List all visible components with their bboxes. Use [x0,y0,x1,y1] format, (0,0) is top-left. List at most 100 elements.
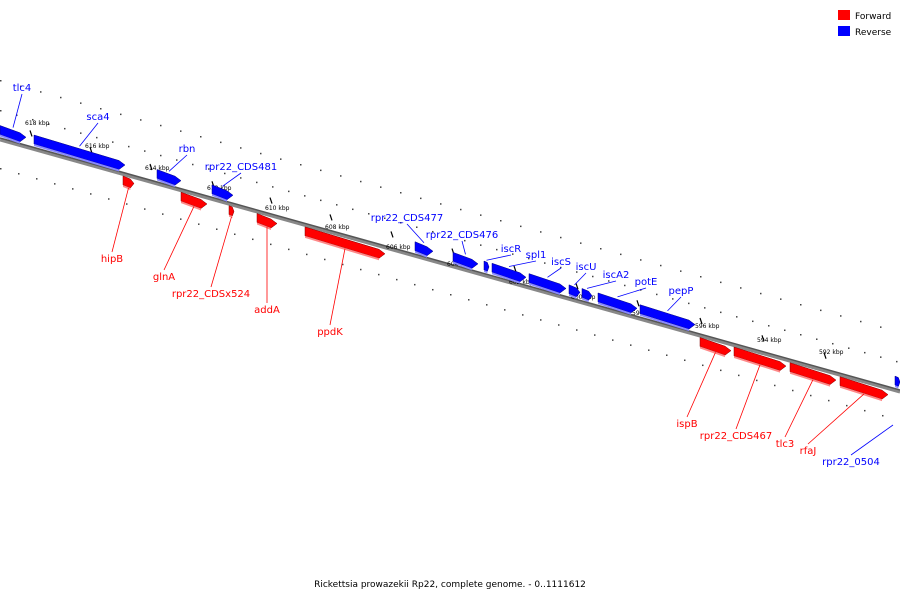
grid-dot [300,164,302,166]
grid-dot [500,220,502,222]
gene-ppdk-shade [305,235,379,261]
scale-tick [575,283,579,290]
grid-dot [416,226,418,228]
grid-dot [608,280,610,282]
grid-dot [576,329,578,331]
gene-ppdk-label: ppdK [317,327,343,338]
grid-dot [120,113,122,116]
grid-dot [18,173,20,175]
gene-iscu-label: iscU [576,262,597,273]
scale-tick [149,163,153,171]
grid-dot [270,243,272,246]
gene-rpr22-cds467-label: rpr22_CDS467 [700,431,772,442]
scale-tick [699,317,703,325]
gene-rpr22-cds467 [733,346,787,371]
grid-dot [64,127,66,130]
grid-dot [220,141,222,144]
gene-iscs-leader [547,267,562,278]
scale-tick [269,197,273,204]
gene-spl1-label: spl1 [526,250,547,261]
gene-spl1-leader [508,260,537,267]
legend-reverse-label: Reverse [855,28,892,38]
grid-dot [80,102,82,104]
gene-pote [597,292,638,314]
gene-rpr22-cds481-label: rpr22_CDS481 [205,162,277,173]
backbone-shadow [0,138,900,394]
gene-rpr22-cds477 [414,241,434,257]
grid-dot [896,360,898,363]
grid-dot [672,298,674,300]
grid-dot [216,228,218,230]
gene-rpr22-cds477-leader [406,223,425,243]
grid-dot [32,118,34,121]
grid-dot [368,213,370,215]
grid-dot [684,359,686,362]
grid-dot [432,230,434,233]
grid-dot [256,181,258,184]
grid-dot [440,203,442,205]
gene-iscs-shade [529,282,560,295]
legend-forward-swatch [838,10,850,20]
grid-dot [496,248,498,251]
gene-pepp [639,304,696,330]
gene-rpr22-cdsx524-label: rpr22_CDSx524 [172,289,250,300]
gene-ispb-leader [686,352,716,418]
grid-dot [36,178,38,180]
gene-rpr22-cds481 [211,184,234,201]
scale-tick [823,352,827,359]
gene-iscr-leader [486,254,512,261]
grid-dot [700,276,702,278]
gene-glna [180,191,208,209]
grid-dot [480,214,482,216]
gene-rpr22-cds477-shade [415,250,427,258]
gene-tlc3 [789,362,837,385]
grid-dot [540,231,542,233]
grid-dot [126,203,128,205]
grid-dot [0,80,2,82]
gene-rpr22-cds481-shade [212,193,227,202]
gene-hipb-label: hipB [101,254,123,265]
grid-dot [832,342,834,345]
grid-dot [720,369,722,372]
grid-dot [260,152,262,155]
gene-iscs-label: iscS [551,257,571,268]
gene-tlc3-shade [790,371,830,387]
grid-dot [768,325,770,327]
gene-rpr22-cds477-label: rpr22_CDS477 [371,213,443,224]
gene-rpr22-0504-label: rpr22_0504 [822,457,880,468]
grid-dot [450,294,452,296]
grid-dot [774,384,776,387]
gene-tlc3-leader [784,379,814,438]
grid-dot [306,253,308,256]
gene-rfaj-label: rfaJ [800,446,817,457]
gene-pepp-label: pepP [669,286,694,297]
grid-dot [320,169,322,172]
grid-dot [504,309,506,311]
grid-dot [460,208,462,211]
grid-dot [414,283,416,286]
gene-iscu-shade [569,293,577,299]
scale-tick [636,300,640,307]
gene-rpr22-cds476-label: rpr22_CDS476 [426,230,498,241]
scale-tick-label: 614 kbp [145,165,170,172]
gene-rfaj-shade [840,385,882,402]
grid-dot [752,320,754,323]
genome-backbone [0,137,900,391]
grid-dot [80,132,82,134]
gene-pepp-leader [667,296,682,312]
gene-sca4-shade [34,144,119,172]
gene-isca2-leader [586,280,617,289]
gene-isca2 [581,288,593,301]
grid-dot [656,293,658,296]
grid-dot [800,334,802,336]
scale-tick [390,231,394,238]
gene-rbn-shade [157,178,175,188]
gene-rpr22-cdsx524-leader [210,216,232,288]
gene-iscu-leader [574,272,587,286]
legend: Forward Reverse [838,10,892,38]
grid-dot [624,284,626,287]
grid-dot [612,339,614,341]
scale-tick [513,265,517,273]
grid-dot [648,349,650,351]
grid-dot [20,85,22,88]
